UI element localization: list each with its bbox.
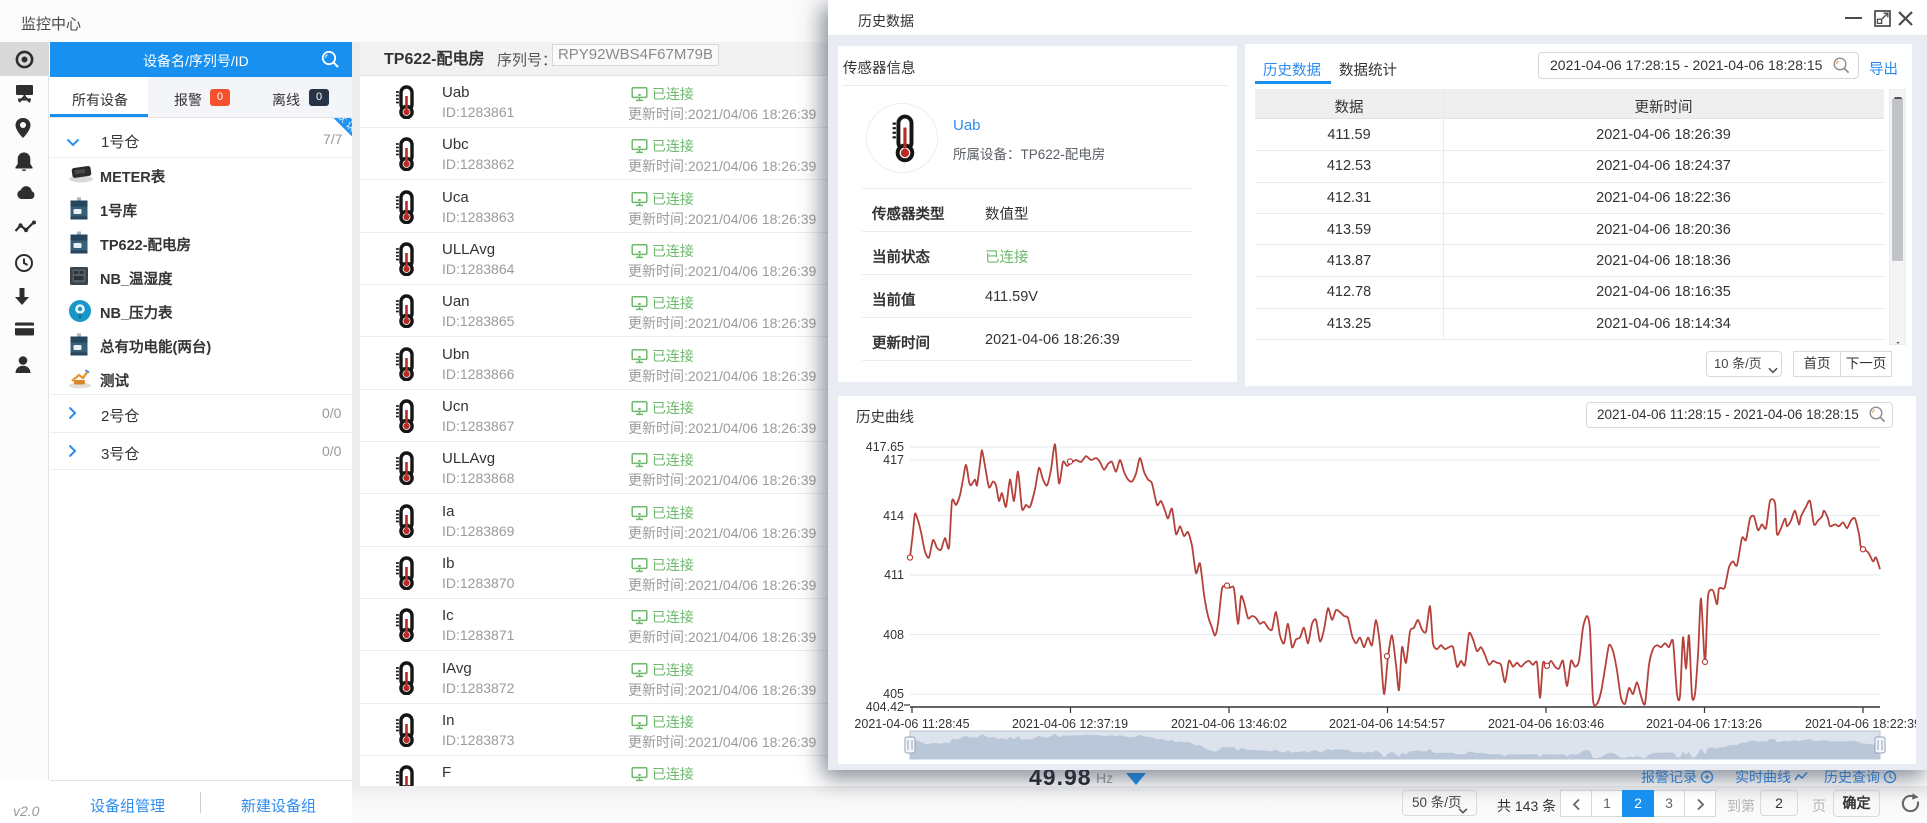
svg-text:2021-04-06 17:13:26: 2021-04-06 17:13:26	[1646, 717, 1762, 731]
svg-text:417: 417	[883, 453, 904, 467]
svg-text:2021-04-06 14:54:57: 2021-04-06 14:54:57	[1329, 717, 1445, 731]
svg-text:411: 411	[884, 568, 904, 582]
svg-text:2021-04-06 13:46:02: 2021-04-06 13:46:02	[1171, 717, 1287, 731]
svg-text:408: 408	[883, 628, 904, 642]
svg-text:2021-04-06 11:28:45: 2021-04-06 11:28:45	[854, 717, 969, 731]
svg-text:405: 405	[883, 687, 904, 701]
svg-text:414: 414	[883, 509, 904, 523]
svg-text:默认: 默认	[334, 118, 352, 136]
svg-text:2021-04-06 16:03:46: 2021-04-06 16:03:46	[1488, 717, 1604, 731]
svg-text:417.65: 417.65	[866, 440, 904, 454]
svg-text:2021-04-06 18:22:39: 2021-04-06 18:22:39	[1805, 717, 1916, 731]
svg-text:404.42: 404.42	[866, 700, 904, 714]
svg-text:2021-04-06 12:37:19: 2021-04-06 12:37:19	[1012, 717, 1128, 731]
